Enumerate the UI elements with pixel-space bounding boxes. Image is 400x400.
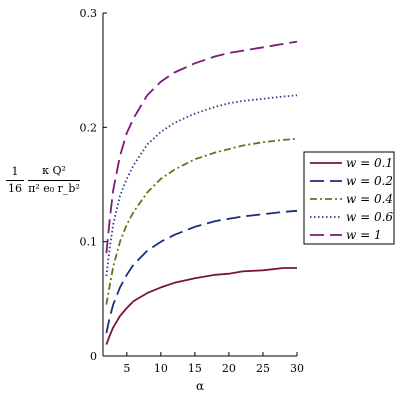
- y-tick-label-1: 0.1: [80, 236, 98, 249]
- x-tick-label-0: 5: [123, 362, 130, 375]
- y-label-coef-bar: [6, 180, 24, 181]
- y-label-den: π² e₀ r_b²: [28, 182, 80, 195]
- legend-label-2: w = 0.4: [346, 192, 393, 206]
- x-tick-label-5: 30: [290, 362, 304, 375]
- series-line-2: [105, 137, 298, 305]
- series-line-1: [105, 209, 298, 334]
- y-label-coef-num: 1: [11, 165, 19, 178]
- legend-label-4: w = 1: [346, 228, 382, 242]
- x-tick-label-2: 15: [188, 362, 202, 375]
- y-tick-label-0: 0: [90, 350, 97, 363]
- series-line-0: [105, 267, 297, 345]
- y-label-num: κ Q²: [42, 164, 66, 177]
- x-tick-label-3: 20: [222, 362, 236, 375]
- legend-label-3: w = 0.6: [346, 210, 393, 224]
- legend-label-0: w = 0.1: [346, 156, 393, 170]
- y-axis-label: 1 16 κ Q² π² e₀ r_b²: [4, 160, 82, 220]
- y-tick-label-2: 0.2: [80, 121, 98, 134]
- y-label-coef-den: 16: [8, 182, 22, 195]
- x-axis-label: α: [196, 379, 204, 393]
- y-label-bar: [28, 180, 80, 181]
- legend-label-1: w = 0.2: [346, 174, 393, 188]
- y-tick-label-3: 0.3: [80, 7, 98, 20]
- legend-box: [303, 151, 395, 245]
- series-line-3: [105, 94, 298, 277]
- x-tick-label-4: 25: [256, 362, 270, 375]
- series-line-4: [105, 40, 298, 254]
- x-tick-label-1: 10: [154, 362, 168, 375]
